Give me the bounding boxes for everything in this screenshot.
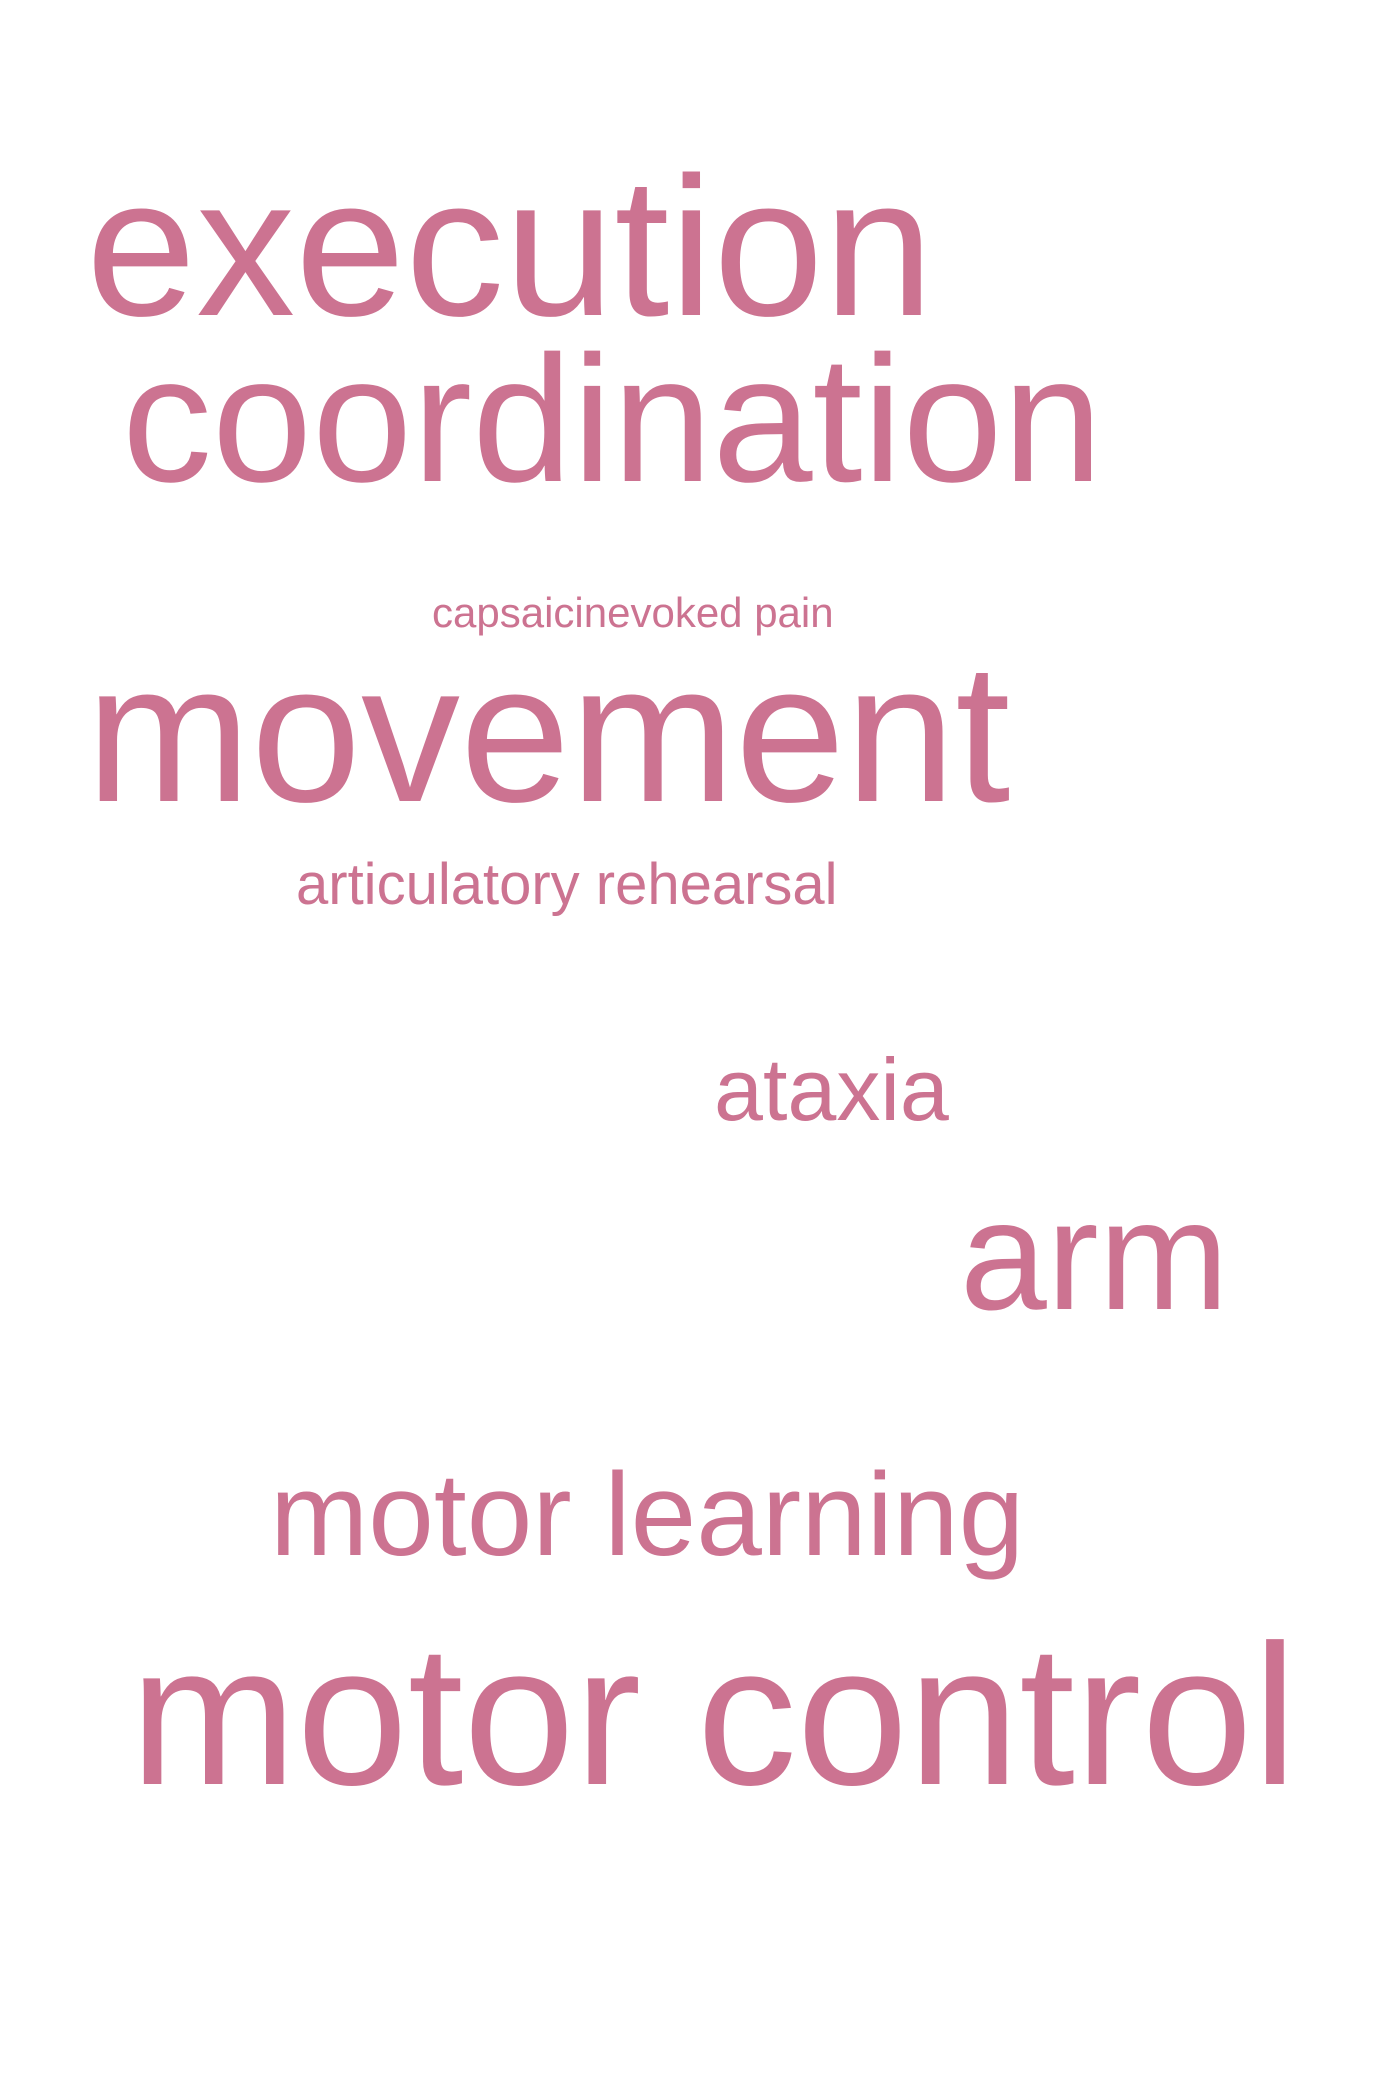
word-articulatory-rehearsal: articulatory rehearsal	[296, 852, 838, 917]
word-capsaicinevoked-pain: capsaicinevoked pain	[432, 589, 834, 636]
word-arm: arm	[960, 1169, 1229, 1343]
word-ataxia: ataxia	[714, 1040, 949, 1139]
word-execution: execution	[86, 136, 934, 357]
word-motor-learning: motor learning	[270, 1449, 1025, 1581]
word-movement: movement	[86, 622, 1011, 843]
word-coordination: coordination	[122, 319, 1103, 520]
word-motor-control: motor control	[130, 1604, 1298, 1827]
